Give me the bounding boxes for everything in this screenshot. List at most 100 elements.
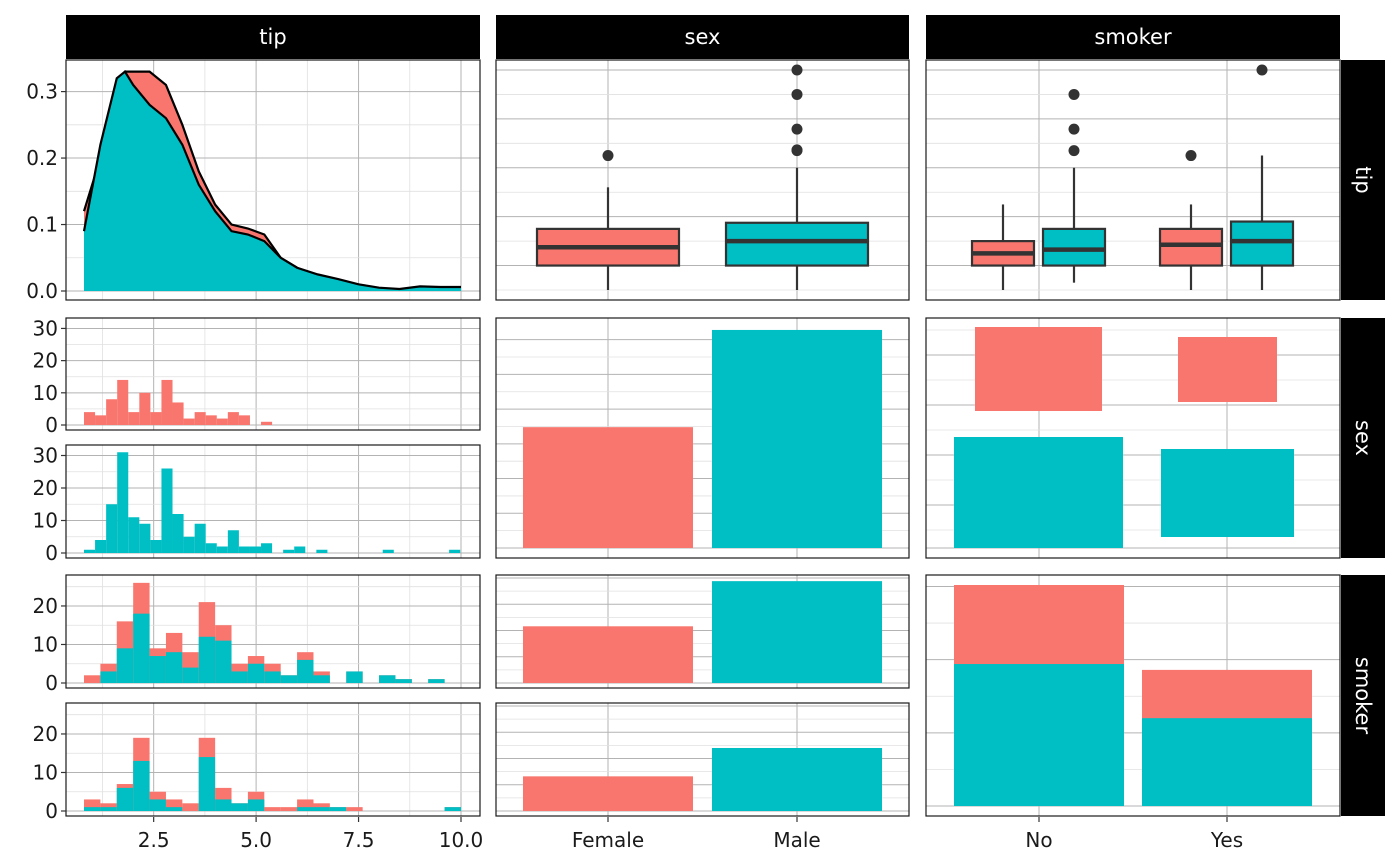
y-axis-sex-male-tick-label: 20 [33, 476, 58, 500]
panel-tip-tip [65, 59, 481, 301]
hist-bar-yes-female [346, 807, 363, 811]
hist-bar-male [95, 540, 107, 553]
panel-tip-smoker-yes [65, 702, 481, 817]
hist-bar-male [449, 549, 461, 553]
y-axis-sex-male-tick-label: 30 [33, 444, 58, 468]
hist-bar-male [294, 546, 306, 553]
hist-bar-no-male [379, 675, 396, 683]
hist-bar-no-male [231, 671, 248, 683]
bar-male [712, 329, 882, 548]
x-axis-tip-tick-label: 2.5 [138, 828, 170, 852]
hist-bar-no-male [395, 679, 412, 683]
strip-col-sex [496, 15, 909, 59]
hist-bar-yes-female [165, 799, 183, 811]
tile-yes-female [1178, 337, 1277, 402]
hist-bar-no-male [428, 679, 445, 683]
y-axis-tip-tick-label: 0.1 [26, 213, 58, 237]
hist-bar-female [161, 379, 173, 425]
boxplot-no-male-outlier [1068, 123, 1080, 135]
hist-bar-female [194, 412, 206, 425]
hist-bar-yes-male [231, 803, 248, 811]
hist-bar-female [95, 415, 107, 425]
hist-bar-no-male [264, 671, 281, 683]
hist-bar-male [194, 523, 206, 553]
hist-bar-male [150, 540, 162, 553]
x-axis-tip-tick-label: 10.0 [439, 828, 484, 852]
panel-tip-sex-male [65, 444, 481, 559]
hist-bar-yes-male [198, 757, 216, 811]
hist-bar-yes-female [297, 799, 314, 811]
hist-bar-male [205, 543, 217, 553]
density-area-male [84, 71, 461, 291]
panel-sex-sex [495, 317, 910, 559]
bar-no-male [712, 581, 882, 683]
hist-bar-male [238, 546, 250, 553]
axes-layer: 0.0 0.1 0.2 0.3 0 10 20 30 0 10 20 30 0 10 20 0 10 20 2.5 5… [26, 80, 1243, 852]
boxplot-yes-male-box [1229, 220, 1295, 267]
hist-bar-male [261, 543, 273, 553]
hist-bar-yes-male [444, 807, 461, 811]
hist-bar-no-male [247, 663, 265, 683]
panel-smoker-sex [925, 317, 1341, 559]
hist-bar-yes-male [247, 799, 265, 811]
strip-col-tip [66, 15, 480, 59]
strip-col-label-tip: tip [259, 25, 286, 49]
y-axis-smoker-yes-tick-label: 20 [33, 722, 58, 746]
boxplot-male-box [724, 221, 870, 267]
hist-bar-male [139, 523, 151, 553]
panel-smoker-tip [925, 59, 1341, 301]
panel-tip-smoker-no [65, 574, 481, 689]
hist-bar-male [128, 517, 140, 553]
y-axis-sex-female-tick-label: 10 [33, 381, 58, 405]
hist-bar-female [117, 379, 129, 425]
hist-bar-male [227, 530, 239, 553]
y-axis-smoker-yes-tick-label: 0 [45, 799, 58, 823]
strip-row-label-sex: sex [1351, 420, 1375, 456]
hist-bar-male [183, 536, 195, 553]
hist-bar-male [382, 549, 394, 553]
boxplot-female-outlier [602, 150, 614, 162]
hist-bar-female [216, 418, 228, 425]
hist-bar-yes-male [297, 807, 314, 811]
hist-bar-female [139, 392, 151, 425]
hist-bar-female [150, 412, 162, 425]
hist-bar-male [216, 546, 228, 553]
stack-bar-yes-male [1142, 718, 1312, 806]
hist-bar-no-female [84, 675, 101, 683]
x-axis-smoker-tick-label: Yes [1210, 828, 1243, 852]
hist-bar-female [106, 399, 118, 425]
hist-bar-yes-male [215, 799, 232, 811]
stack-bar-no-male [954, 664, 1124, 806]
y-axis-sex-female-tick-label: 30 [33, 316, 58, 340]
y-axis-tip-tick-label: 0.0 [26, 279, 58, 303]
hist-bar-male [172, 514, 184, 553]
x-axis-sex-tick-label: Female [572, 828, 644, 852]
strip-row-tip [1341, 60, 1385, 300]
boxplot-male-outlier [791, 88, 803, 100]
hist-bar-female [128, 412, 140, 425]
boxplot-male-outlier [791, 123, 803, 135]
hist-bar-female [172, 402, 184, 425]
hist-bar-male [283, 549, 295, 553]
bar-no-female [523, 626, 693, 683]
hist-bar-female [238, 415, 250, 425]
hist-bar-female [261, 421, 273, 425]
hist-bar-no-male [198, 636, 216, 683]
y-axis-sex-female-tick-label: 0 [45, 413, 58, 437]
hist-bar-no-male [133, 613, 150, 683]
strip-col-label-sex: sex [685, 25, 721, 49]
boxplot-yes-female-box [1158, 227, 1224, 267]
tile-yes-male [1161, 449, 1294, 537]
x-axis-smoker-tick-label: No [1025, 828, 1052, 852]
boxplot-yes-female-outlier [1185, 150, 1197, 162]
border-layer [65, 59, 1341, 817]
panel-tip-sex-female [65, 317, 481, 431]
boxplot-male-outlier [791, 64, 803, 76]
hist-bar-yes-male [116, 787, 134, 811]
strip-row-label-smoker: smoker [1351, 657, 1375, 735]
marks-layer [82, 64, 1312, 811]
boxplot-no-male-outlier [1068, 145, 1080, 157]
hist-bar-no-male [297, 659, 314, 683]
hist-bar-male [84, 549, 96, 553]
bar-yes-male [712, 748, 882, 811]
